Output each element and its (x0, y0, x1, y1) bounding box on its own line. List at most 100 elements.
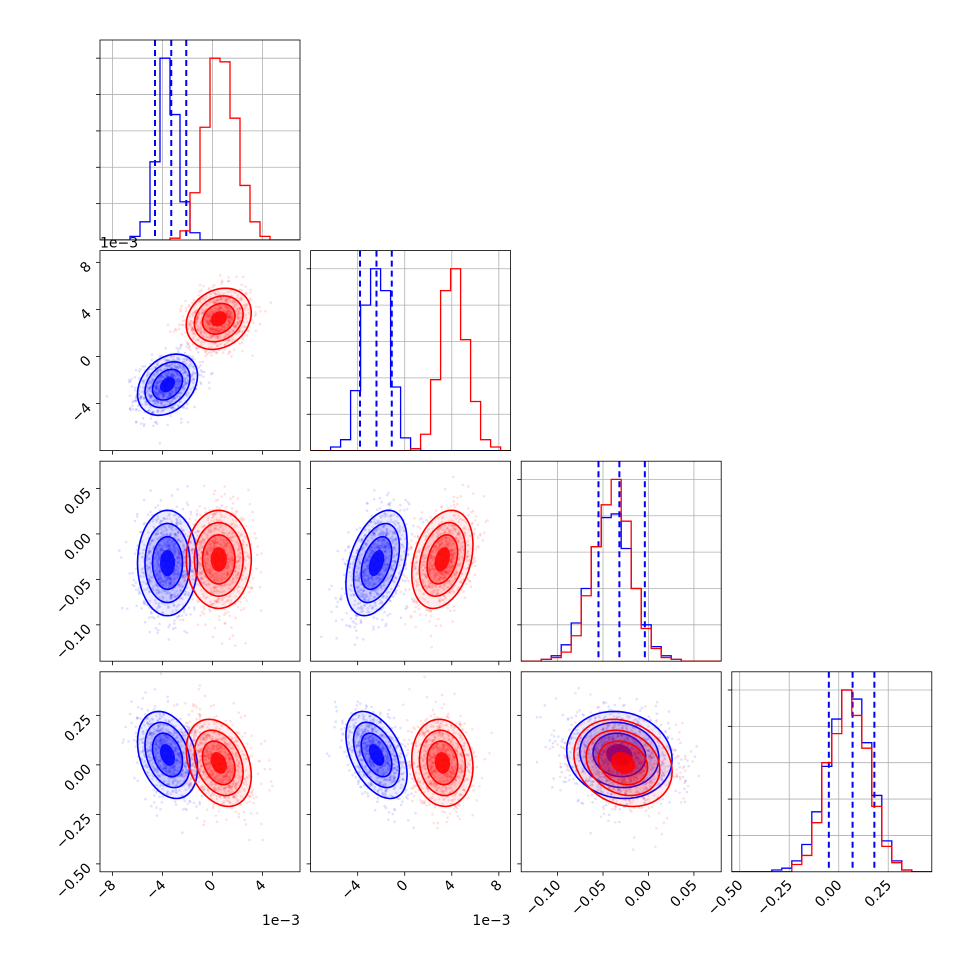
sample-point (185, 358, 189, 362)
sample-point (225, 298, 229, 302)
sample-point (173, 377, 177, 381)
sample-point (380, 500, 383, 504)
sample-point (180, 539, 184, 543)
sample-point (147, 372, 150, 375)
sample-point (189, 363, 193, 367)
sample-point (238, 329, 242, 333)
sample-point (207, 323, 210, 326)
sample-point (207, 315, 211, 318)
sample-point (199, 330, 203, 334)
sample-point (238, 307, 241, 311)
sample-point (184, 306, 188, 310)
sample-point (143, 378, 147, 382)
sample-point (238, 321, 242, 324)
sample-point (169, 372, 173, 376)
sample-point (208, 342, 211, 345)
sample-point (191, 365, 194, 368)
sample-point (190, 374, 194, 377)
sample-point (143, 620, 147, 624)
sample-point (148, 387, 151, 390)
sample-point (198, 299, 202, 303)
sample-point (231, 495, 235, 499)
sample-point (176, 554, 180, 558)
sample-point (209, 311, 212, 314)
sample-point (172, 373, 176, 377)
sample-point (184, 370, 188, 374)
sample-point (233, 301, 237, 305)
sample-point (215, 344, 219, 348)
sample-point (144, 399, 147, 403)
sample-point (226, 323, 230, 327)
sample-point (183, 370, 187, 374)
sample-point (138, 397, 142, 401)
sample-point (184, 377, 187, 381)
sample-point (189, 512, 193, 516)
sample-point (183, 550, 186, 554)
sample-point (145, 374, 149, 377)
sample-point (157, 395, 161, 399)
sample-point (205, 314, 208, 317)
sample-point (141, 385, 145, 389)
sample-point (245, 334, 249, 337)
sample-point (251, 576, 255, 580)
sample-point (228, 637, 232, 641)
sample-point (161, 394, 165, 398)
sample-point (204, 320, 208, 323)
sample-point (158, 387, 161, 391)
sample-point (142, 424, 146, 428)
sample-point (147, 393, 151, 397)
sample-point (172, 373, 176, 377)
sample-point (198, 290, 201, 293)
sample-point (184, 575, 188, 578)
sample-point (211, 309, 214, 312)
sample-point (168, 364, 172, 367)
sample-point (175, 379, 178, 382)
sample-point (466, 485, 470, 488)
sample-point (228, 317, 232, 320)
sample-point (155, 571, 159, 575)
sample-point (209, 328, 212, 331)
sample-point (417, 603, 421, 607)
sample-point (185, 345, 188, 349)
sample-point (244, 317, 247, 320)
sample-point (226, 313, 230, 317)
sample-point (138, 377, 141, 380)
sample-point (345, 611, 348, 615)
sample-point (128, 572, 131, 575)
sample-point (236, 317, 240, 321)
sample-point (205, 352, 209, 356)
sample-point (156, 399, 159, 403)
sample-point (240, 288, 244, 292)
sample-point (160, 391, 164, 394)
sample-point (199, 301, 202, 304)
sample-point (181, 386, 185, 390)
sample-point (175, 365, 179, 368)
sample-point (208, 327, 212, 330)
sample-point (191, 377, 195, 381)
sample-point (226, 323, 230, 326)
sample-point (220, 495, 223, 498)
sample-point (143, 601, 146, 605)
sample-point (214, 342, 217, 345)
sample-point (219, 306, 222, 310)
sample-point (156, 380, 160, 383)
sample-point (196, 623, 200, 626)
sample-point (229, 312, 233, 315)
sample-point (170, 372, 174, 376)
sample-point (145, 403, 148, 406)
sample-point (199, 319, 203, 322)
sample-point (191, 372, 195, 376)
sample-point (225, 297, 229, 301)
sample-point (207, 322, 211, 325)
sample-point (216, 334, 219, 338)
sample-point (222, 336, 226, 340)
sample-point (149, 395, 153, 399)
sample-point (154, 366, 158, 369)
sample-point (217, 328, 220, 332)
sample-point (175, 372, 179, 375)
sample-point (177, 364, 181, 367)
sample-point (191, 326, 195, 329)
sample-point (148, 385, 151, 389)
sample-point (174, 366, 177, 370)
sample-point (149, 417, 153, 420)
